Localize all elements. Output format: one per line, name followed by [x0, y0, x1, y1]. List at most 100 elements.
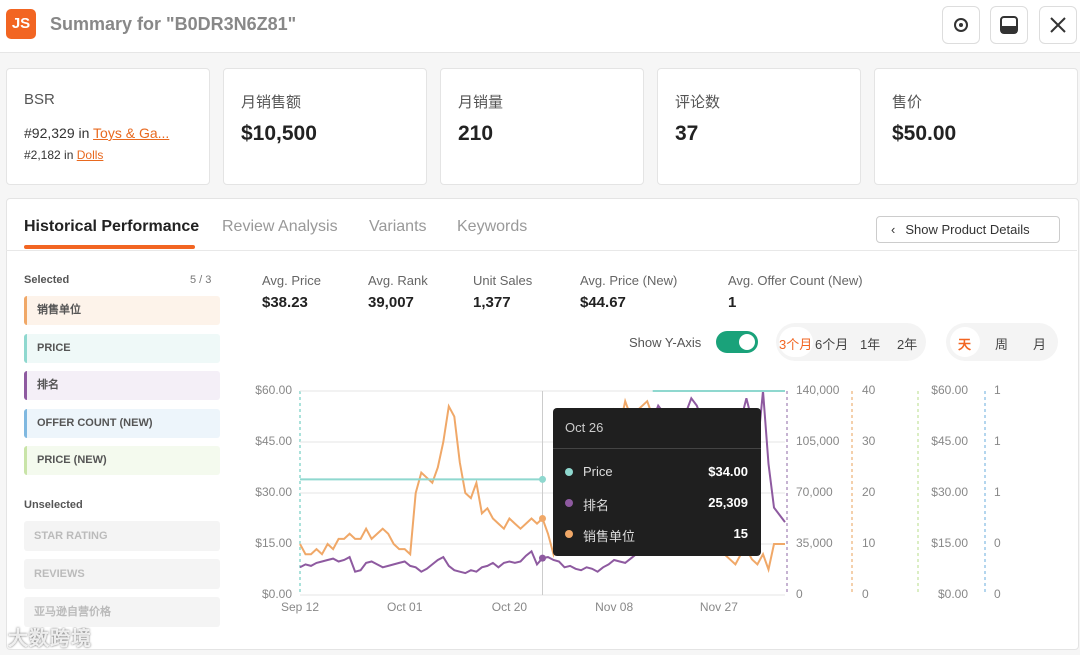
settings-button[interactable]: [942, 6, 980, 44]
selected-item[interactable]: 排名: [24, 371, 220, 400]
hover-dot: [539, 554, 546, 562]
stat-label: Unit Sales: [473, 273, 533, 288]
y-tick-label: $15.00: [931, 536, 968, 550]
y-tick-label: 40: [862, 383, 876, 397]
unit-active: [950, 327, 980, 357]
card-label: 月销量: [458, 94, 504, 111]
stat-label: Avg. Price (New): [580, 273, 678, 288]
category-link[interactable]: Dolls: [76, 148, 104, 162]
stat-label: Avg. Rank: [368, 273, 428, 288]
range-option[interactable]: 6个月: [815, 337, 849, 352]
selected-item[interactable]: PRICE (NEW): [24, 446, 220, 475]
y-tick-label: $45.00: [255, 434, 292, 448]
unselected-item[interactable]: REVIEWS: [24, 559, 220, 589]
card: 售价 $50.00: [874, 68, 1078, 185]
y-tick-label: $15.00: [255, 536, 292, 550]
toggle[interactable]: [716, 331, 758, 353]
stat-value: 1: [728, 294, 737, 311]
selected-item[interactable]: 销售单位: [24, 296, 220, 325]
x-tick-label: Sep 12: [281, 600, 319, 614]
y-tick-label: 0: [862, 587, 869, 601]
tooltip: Oct 26 Price $34.00 排名 25,309 销售单位 15: [553, 408, 761, 556]
y-tick-label: $45.00: [931, 434, 968, 448]
y-tick-label: 0: [994, 536, 1001, 550]
rank: #92,329: [24, 125, 75, 141]
stat-value: $44.67: [580, 294, 626, 311]
card-value: 37: [675, 122, 699, 145]
selected-item[interactable]: OFFER COUNT (NEW): [24, 408, 220, 438]
tooltip-value: 25,309: [708, 495, 748, 510]
x-tick-label: Oct 01: [387, 600, 423, 614]
tooltip-dot: [565, 530, 573, 538]
x-tick-label: Nov 27: [700, 600, 738, 614]
unselected-item[interactable]: 亚马逊自营价格: [24, 597, 220, 627]
tooltip-date: Oct 26: [565, 420, 604, 435]
details-button[interactable]: ‹ Show Product Details: [876, 216, 1060, 243]
range-option[interactable]: 3个月: [779, 337, 813, 352]
y-tick-label: $30.00: [931, 485, 968, 499]
y-tick-label: 1: [994, 485, 1001, 499]
stat-label: Avg. Price: [262, 273, 322, 288]
range-option[interactable]: 2年: [897, 337, 918, 352]
close-button[interactable]: [1039, 6, 1077, 44]
dock-button[interactable]: [990, 6, 1028, 44]
tooltip-value: $34.00: [708, 464, 748, 479]
unselected-item[interactable]: STAR RATING: [24, 521, 220, 551]
y-tick-label: $0.00: [262, 587, 292, 601]
y-tick-label: $0.00: [938, 587, 968, 601]
tooltip-name: 销售单位: [583, 529, 636, 544]
selected-item[interactable]: PRICE: [24, 333, 220, 363]
tooltip-name: 排名: [583, 498, 610, 513]
card-value: 210: [458, 122, 494, 145]
tab[interactable]: Keywords: [457, 218, 528, 235]
text: in: [78, 125, 90, 141]
y-tick-label: 1: [994, 383, 1001, 397]
x-tick-label: Nov 08: [595, 600, 633, 614]
card: 评论数 37: [657, 68, 861, 185]
y-tick-label: 0: [796, 587, 803, 601]
hover-dot: [539, 515, 546, 522]
stat-value: $38.23: [262, 294, 308, 311]
tooltip-value: 15: [733, 526, 748, 541]
watermark: 大数跨境: [8, 628, 92, 650]
stat-label: Avg. Offer Count (New): [728, 273, 863, 288]
unit-option[interactable]: 周: [995, 337, 1009, 352]
card-label: 评论数: [675, 94, 721, 111]
count: 5 / 3: [190, 274, 212, 286]
stat-value: 1,377: [473, 294, 511, 311]
tab[interactable]: Historical Performance: [24, 218, 200, 235]
rank: #2,182: [24, 148, 61, 162]
tooltip-name: Price: [583, 464, 613, 479]
y-tick-label: 1: [994, 434, 1001, 448]
card: 月销量 210: [440, 68, 644, 185]
y-tick-label: $30.00: [255, 485, 292, 499]
unit-option[interactable]: 天: [958, 337, 972, 352]
section-label: Unselected: [24, 499, 83, 511]
y-tick-label: $60.00: [255, 383, 292, 397]
header: [0, 0, 1080, 53]
tab[interactable]: Review Analysis: [222, 218, 338, 235]
range-option[interactable]: 1年: [860, 337, 881, 352]
section-label: Selected: [24, 274, 70, 286]
y-tick-label: $60.00: [931, 383, 968, 397]
y-tick-label: 35,000: [796, 536, 833, 550]
category-link[interactable]: Toys & Ga...: [93, 125, 170, 141]
unit-option[interactable]: 月: [1033, 337, 1047, 352]
toggle-label: Show Y-Axis: [629, 335, 702, 350]
y-tick-label: 0: [994, 587, 1001, 601]
card: BSR #92,329 in Toys & Ga... #2,182 in Do…: [6, 68, 210, 185]
y-tick-label: 30: [862, 434, 876, 448]
tab[interactable]: Variants: [369, 218, 427, 235]
tooltip-dot: [565, 468, 573, 476]
tooltip-dot: [565, 499, 573, 507]
text: in: [64, 148, 74, 162]
button-label: Show Product Details: [905, 222, 1030, 237]
y-tick-label: 10: [862, 536, 876, 550]
card-value: $10,500: [241, 122, 317, 145]
range-active: [779, 327, 813, 357]
y-tick-label: 70,000: [796, 485, 833, 499]
card-label: 月销售额: [241, 94, 302, 111]
stat-value: 39,007: [368, 294, 414, 311]
